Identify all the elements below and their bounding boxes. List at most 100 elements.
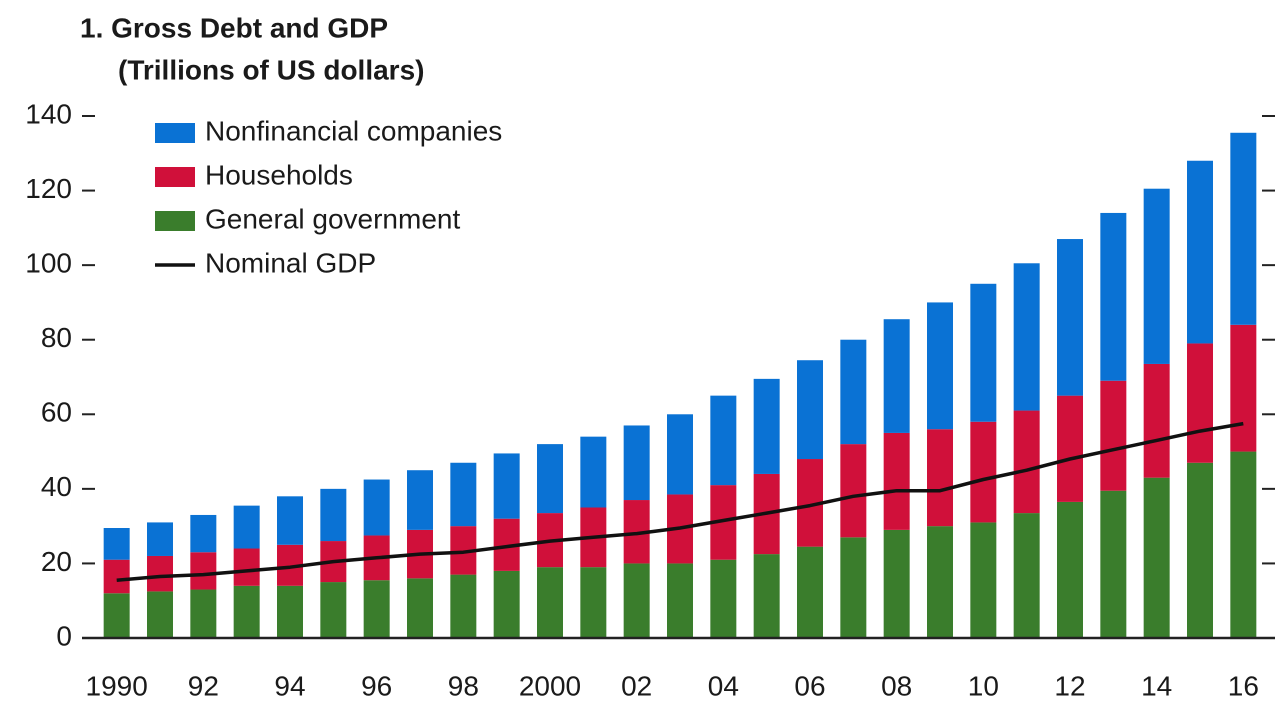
bar	[927, 526, 953, 638]
bar	[103, 559, 130, 594]
bar	[1013, 263, 1040, 411]
bar	[233, 548, 260, 586]
bar	[1187, 462, 1213, 638]
y-tick-label: 120	[25, 173, 72, 204]
bar	[797, 360, 823, 460]
bar	[450, 574, 477, 638]
y-tick-label: 0	[56, 620, 72, 651]
bar	[147, 555, 173, 592]
chart-subtitle: (Trillions of US dollars)	[118, 54, 424, 85]
bar	[407, 578, 433, 638]
legend-swatch	[155, 211, 195, 231]
bar	[623, 563, 650, 638]
x-tick-label: 96	[361, 670, 392, 701]
legend-label: Households	[205, 159, 353, 190]
bar	[883, 319, 910, 433]
bar	[277, 496, 303, 545]
x-tick-label: 02	[621, 670, 652, 701]
x-tick-label: 04	[708, 670, 739, 701]
bar	[190, 589, 217, 638]
line	[116, 421, 1244, 582]
bar	[407, 470, 433, 530]
bar	[970, 522, 997, 638]
bar	[103, 528, 130, 560]
bar	[363, 479, 390, 536]
x-tick-label: 06	[794, 670, 825, 701]
bar	[667, 563, 693, 638]
bar	[233, 505, 260, 549]
bar	[710, 559, 737, 638]
bar	[580, 436, 607, 508]
bar	[450, 462, 477, 527]
x-tick-label: 2000	[519, 670, 581, 701]
bar	[493, 570, 520, 638]
bar	[1230, 132, 1257, 325]
bar	[927, 302, 953, 430]
y-tick-label: 60	[41, 397, 72, 428]
bar	[1100, 212, 1127, 381]
y-tick-label: 80	[41, 322, 72, 353]
bar	[840, 339, 867, 445]
bar	[1057, 501, 1083, 638]
legend-label: Nominal GDP	[205, 247, 376, 278]
bar	[753, 554, 780, 638]
bar	[1100, 380, 1127, 491]
x-tick-label: 12	[1054, 670, 1085, 701]
y-tick-label: 100	[25, 248, 72, 279]
x-tick-label: 94	[274, 670, 305, 701]
bar	[1100, 490, 1127, 638]
bar	[840, 444, 867, 538]
bar	[970, 421, 997, 523]
bar	[667, 414, 693, 495]
legend-label: General government	[205, 203, 460, 234]
bar	[580, 567, 607, 638]
legend-label: Nonfinancial companies	[205, 115, 502, 146]
bar	[1057, 239, 1083, 396]
x-tick-label: 16	[1228, 670, 1259, 701]
x-tick-label: 1990	[86, 670, 148, 701]
y-tick-label: 40	[41, 471, 72, 502]
bar	[1230, 324, 1257, 452]
x-tick-label: 10	[968, 670, 999, 701]
bar	[147, 591, 173, 638]
bar	[883, 432, 910, 530]
legend-swatch	[155, 123, 195, 143]
x-tick-label: 92	[188, 670, 219, 701]
bar	[190, 552, 217, 590]
bar	[1013, 410, 1040, 514]
bar	[1187, 160, 1213, 344]
y-tick-label: 20	[41, 546, 72, 577]
bar	[233, 585, 260, 638]
bar	[623, 425, 650, 501]
bar	[883, 529, 910, 638]
x-tick-label: 98	[448, 670, 479, 701]
bar	[840, 537, 867, 638]
bar	[103, 593, 130, 638]
plot-area: 0 20 40 60 80 100 120 140 1990 92 94 96 98 2000 02 04 06…	[25, 98, 1275, 701]
bar	[753, 378, 780, 474]
bar	[320, 582, 347, 638]
y-tick-label: 140	[25, 98, 72, 129]
bar	[1143, 363, 1170, 478]
bar	[1013, 513, 1040, 638]
bar	[710, 395, 737, 486]
x-tick-label: 08	[881, 670, 912, 701]
bar	[493, 453, 520, 519]
bar	[1057, 395, 1083, 502]
chart-title: 1. Gross Debt and GDP	[80, 12, 388, 43]
x-tick-label: 14	[1141, 670, 1172, 701]
bar	[1143, 477, 1170, 638]
legend-swatch	[155, 167, 195, 187]
bar	[1143, 188, 1170, 364]
bar	[797, 546, 823, 638]
bar	[970, 283, 997, 422]
bar	[1187, 343, 1213, 463]
bar	[277, 585, 303, 638]
bar	[537, 444, 563, 514]
bar	[1230, 451, 1257, 638]
bar	[147, 522, 173, 556]
bar	[927, 429, 953, 527]
bar	[320, 488, 347, 542]
